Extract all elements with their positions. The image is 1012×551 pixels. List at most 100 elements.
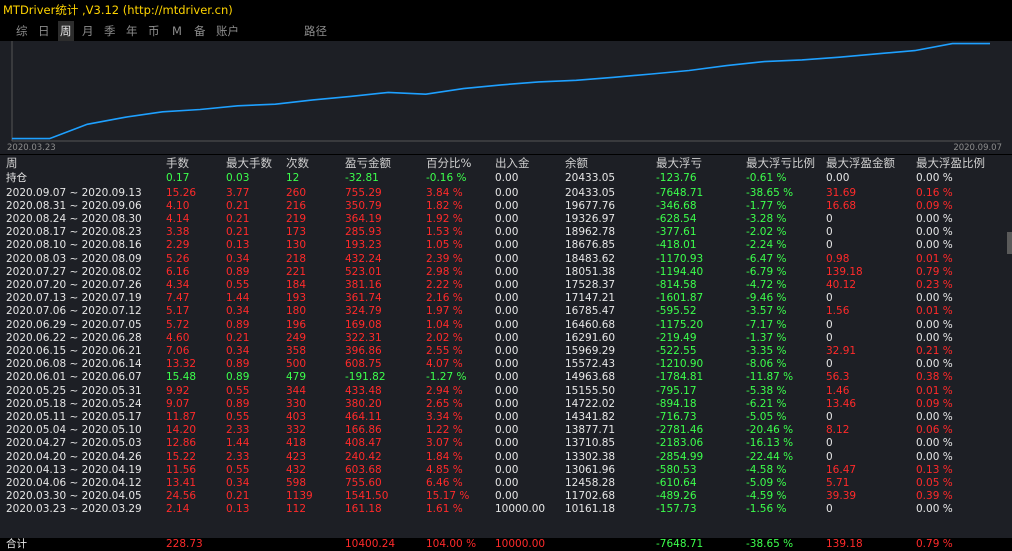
tab-4[interactable]: 季 — [104, 24, 116, 38]
table-row[interactable]: 2020.08.17 ~ 2020.08.23 3.38 0.21 173 285.93… — [0, 226, 1012, 239]
total-cell: 10000.00 — [495, 538, 546, 550]
tab-2[interactable]: 周 — [58, 21, 74, 41]
table-cell: 0.34 — [226, 252, 250, 265]
table-cell: 0.00 — [495, 384, 519, 397]
table-cell: 432 — [286, 463, 307, 476]
table-cell: 0.21 — [226, 331, 250, 344]
table-cell: 9.07 — [166, 397, 190, 410]
table-row[interactable]: 2020.07.20 ~ 2020.07.26 4.34 0.55 184 381.16… — [0, 279, 1012, 292]
table-cell: 31.69 — [826, 186, 857, 199]
table-cell: 0.55 — [226, 463, 250, 476]
tab-1[interactable]: 日 — [38, 24, 50, 38]
table-cell: -814.58 — [656, 278, 697, 291]
table-cell: 184 — [286, 278, 307, 291]
table-row[interactable]: 2020.04.27 ~ 2020.05.03 12.86 1.44 418 408.4… — [0, 437, 1012, 450]
table-row[interactable]: 2020.05.04 ~ 2020.05.10 14.20 2.33 332 166.8… — [0, 424, 1012, 437]
tab-8[interactable]: 备 — [194, 24, 206, 38]
table-cell: -1601.87 — [656, 292, 704, 305]
table-cell: -795.17 — [656, 384, 697, 397]
tab-0[interactable]: 综 — [16, 24, 28, 38]
table-cell: -11.87 % — [746, 371, 794, 384]
table-row[interactable]: 2020.05.11 ~ 2020.05.17 11.87 0.55 403 464.1… — [0, 411, 1012, 424]
table-cell: -1.37 % — [746, 331, 787, 344]
table-row[interactable]: 2020.06.01 ~ 2020.06.07 15.48 0.89 479 -191.… — [0, 371, 1012, 384]
table-row[interactable]: 2020.04.20 ~ 2020.04.26 15.22 2.33 423 240.4… — [0, 451, 1012, 464]
table-cell: 3.77 — [226, 186, 250, 199]
table-row[interactable]: 2020.06.08 ~ 2020.06.14 13.32 0.89 500 608.7… — [0, 358, 1012, 371]
tab-5[interactable]: 年 — [126, 24, 138, 38]
table-cell: 0.89 — [226, 318, 250, 331]
table-cell: 139.18 — [826, 265, 863, 278]
week-range: 2020.06.22 ~ 2020.06.28 — [6, 331, 142, 344]
table-row[interactable]: 2020.03.30 ~ 2020.04.05 24.56 0.21 1139 1541… — [0, 490, 1012, 503]
table-cell: 19677.76 — [565, 199, 616, 212]
table-cell: 1.84 % — [426, 450, 463, 463]
table-cell: 3.38 — [166, 226, 190, 239]
week-range: 2020.07.27 ~ 2020.08.02 — [6, 265, 142, 278]
table-row[interactable]: 2020.07.06 ~ 2020.07.12 5.17 0.34 180 324.79… — [0, 305, 1012, 318]
table-cell: 1.44 — [226, 437, 250, 450]
table-cell: 0.00 — [495, 212, 519, 225]
table-row[interactable]: 2020.03.23 ~ 2020.03.29 2.14 0.13 112 161.18… — [0, 503, 1012, 516]
table-cell: -628.54 — [656, 212, 697, 225]
table-cell: 0.00 — [495, 476, 519, 489]
table-cell: 0.38 % — [916, 371, 953, 384]
table-row[interactable]: 2020.08.31 ~ 2020.09.06 4.10 0.21 216 350.79… — [0, 200, 1012, 213]
tab-7[interactable]: M — [172, 24, 182, 38]
week-range: 2020.07.20 ~ 2020.07.26 — [6, 278, 142, 291]
table-cell: 396.86 — [345, 344, 382, 357]
table-cell: 603.68 — [345, 463, 382, 476]
tab-3[interactable]: 月 — [82, 24, 94, 38]
table-cell: 173 — [286, 226, 307, 239]
table-cell: 18483.62 — [565, 252, 616, 265]
table-cell: 7.06 — [166, 344, 190, 357]
table-cell: 15.22 — [166, 450, 197, 463]
table-cell: -1.56 % — [746, 503, 787, 516]
table-cell: 0.34 — [226, 344, 250, 357]
table-cell: -4.59 % — [746, 490, 787, 503]
tab-10[interactable]: 路径 — [304, 24, 327, 38]
table-row[interactable]: 2020.05.25 ~ 2020.05.31 9.92 0.55 344 433.48… — [0, 385, 1012, 398]
table-cell: -5.38 % — [746, 384, 787, 397]
table-cell: 0.00 % — [916, 239, 953, 252]
tab-6[interactable]: 币 — [148, 24, 160, 38]
table-row[interactable]: 2020.08.03 ~ 2020.08.09 5.26 0.34 218 432.24… — [0, 253, 1012, 266]
table-cell: 0 — [826, 437, 833, 450]
table-row[interactable]: 2020.05.18 ~ 2020.05.24 9.07 0.89 330 380.20… — [0, 398, 1012, 411]
table-cell: 1.61 % — [426, 503, 463, 516]
table-cell: 0.00 % — [916, 437, 953, 450]
table-cell: 161.18 — [345, 503, 382, 516]
table-row[interactable]: 2020.08.24 ~ 2020.08.30 4.14 0.21 219 364.19… — [0, 213, 1012, 226]
tab-9[interactable]: 账户 — [216, 24, 239, 38]
table-row[interactable]: 2020.09.07 ~ 2020.09.13 15.26 3.77 260 755.2… — [0, 187, 1012, 200]
table-row[interactable]: 2020.06.29 ~ 2020.07.05 5.72 0.89 196 169.08… — [0, 319, 1012, 332]
total-cell: -7648.71 — [656, 538, 704, 550]
table-row[interactable]: 2020.08.10 ~ 2020.08.16 2.29 0.13 130 193.23… — [0, 239, 1012, 252]
table-cell: 423 — [286, 450, 307, 463]
table-cell: 2.55 % — [426, 344, 463, 357]
table-row[interactable]: 2020.06.15 ~ 2020.06.21 7.06 0.34 358 396.86… — [0, 345, 1012, 358]
table-cell: -377.61 — [656, 226, 697, 239]
table-cell: 0.00 — [495, 278, 519, 291]
table-row[interactable]: 2020.06.22 ~ 2020.06.28 4.60 0.21 249 322.31… — [0, 332, 1012, 345]
table-row[interactable]: 2020.07.13 ~ 2020.07.19 7.47 1.44 193 361.74… — [0, 292, 1012, 305]
table-row[interactable]: 2020.07.27 ~ 2020.08.02 6.16 0.89 221 523.01… — [0, 266, 1012, 279]
week-range: 2020.08.31 ~ 2020.09.06 — [6, 199, 142, 212]
table-scrollbar-thumb[interactable] — [1007, 232, 1012, 254]
chart-x-end-label: 2020.09.07 — [953, 143, 1002, 153]
header-cell: 百分比% — [426, 156, 472, 170]
table-cell: 3.84 % — [426, 186, 463, 199]
table-row[interactable]: 2020.04.06 ~ 2020.04.12 13.41 0.34 598 755.6… — [0, 477, 1012, 490]
table-row[interactable]: 2020.04.13 ~ 2020.04.19 11.56 0.55 432 603.6… — [0, 464, 1012, 477]
table-cell: 0.00 — [495, 490, 519, 503]
table-cell: -489.26 — [656, 490, 697, 503]
table-cell: 0.00 % — [916, 358, 953, 371]
table-cell: 169.08 — [345, 318, 382, 331]
table-cell: 0 — [826, 358, 833, 371]
table-cell: 39.39 — [826, 490, 857, 503]
header-cell: 次数 — [286, 156, 309, 170]
holding-row[interactable]: 持仓 0.17 0.03 12 -32.81 -0.16 % 0.00 20433.05 -12… — [0, 172, 1012, 185]
table-cell: 0 — [826, 212, 833, 225]
holding-cell: 0.00 — [495, 172, 519, 184]
table-cell: -716.73 — [656, 410, 697, 423]
